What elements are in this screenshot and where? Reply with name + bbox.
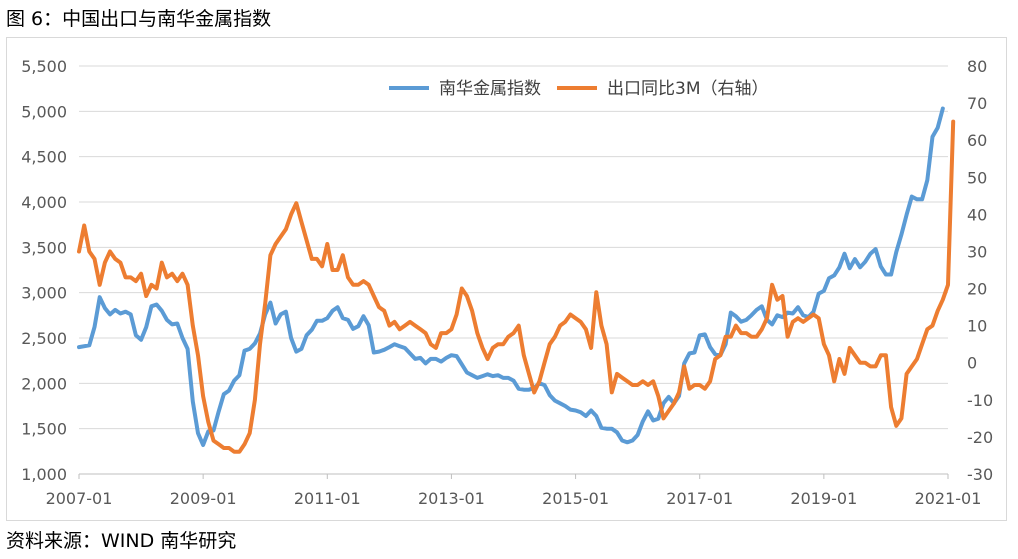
- x-tick-label: 2017-01: [666, 489, 733, 508]
- source-note: 资料来源：WIND 南华研究: [6, 530, 237, 552]
- x-axis: 2007-01 2009-01 2011-01 2013-01 2015-01 2017-…: [46, 474, 982, 508]
- right-tick-label: -10: [967, 391, 993, 410]
- right-tick-label: 40: [967, 205, 987, 224]
- legend-label: 南华金属指数: [439, 79, 541, 99]
- right-tick-label: 20: [967, 280, 987, 299]
- left-tick-label: 4,000: [21, 193, 67, 212]
- left-axis: 1,000 1,500 2,000 2,500 3,000 3,500 4,000 4,500…: [21, 57, 67, 484]
- right-tick-label: 70: [967, 94, 987, 113]
- x-tick-label: 2009-01: [170, 489, 237, 508]
- x-tick-label: 2013-01: [418, 489, 485, 508]
- right-tick-label: 10: [967, 317, 987, 336]
- chart-area: 1,000 1,500 2,000 2,500 3,000 3,500 4,000 4,500…: [6, 37, 1007, 521]
- x-tick-label: 2021-01: [915, 489, 982, 508]
- right-tick-label: 60: [967, 131, 987, 150]
- right-tick-label: 50: [967, 168, 987, 187]
- left-tick-label: 3,000: [21, 284, 67, 303]
- series-line-2: [77, 119, 956, 454]
- left-tick-label: 2,000: [21, 374, 67, 393]
- legend: 南华金属指数 出口同比3M（右轴）: [389, 79, 768, 99]
- grid-lines: [79, 65, 948, 430]
- left-tick-label: 2,500: [21, 329, 67, 348]
- x-tick-label: 2015-01: [542, 489, 609, 508]
- left-tick-label: 5,500: [21, 57, 67, 76]
- right-axis: -30 -20 -10 0 10 20 30 40 50 60 70 80: [967, 57, 993, 484]
- right-tick-label: 80: [967, 57, 987, 76]
- right-tick-label: -30: [967, 465, 993, 484]
- right-tick-label: 0: [967, 354, 977, 373]
- left-tick-label: 4,500: [21, 148, 67, 167]
- x-tick-label: 2007-01: [46, 489, 113, 508]
- left-tick-label: 1,000: [21, 465, 67, 484]
- right-tick-label: 30: [967, 242, 987, 261]
- x-tick-label: 2019-01: [790, 489, 857, 508]
- line-chart: 1,000 1,500 2,000 2,500 3,000 3,500 4,000 4,500…: [21, 57, 993, 508]
- legend-label: 出口同比3M（右轴）: [607, 79, 768, 99]
- left-tick-label: 3,500: [21, 238, 67, 257]
- left-tick-label: 5,000: [21, 102, 67, 121]
- series-group: [77, 106, 956, 454]
- right-tick-label: -20: [967, 428, 993, 447]
- left-tick-label: 1,500: [21, 420, 67, 439]
- x-tick-label: 2011-01: [294, 489, 361, 508]
- figure-title: 图 6：中国出口与南华金属指数: [6, 8, 272, 30]
- series-line-1: [77, 106, 945, 447]
